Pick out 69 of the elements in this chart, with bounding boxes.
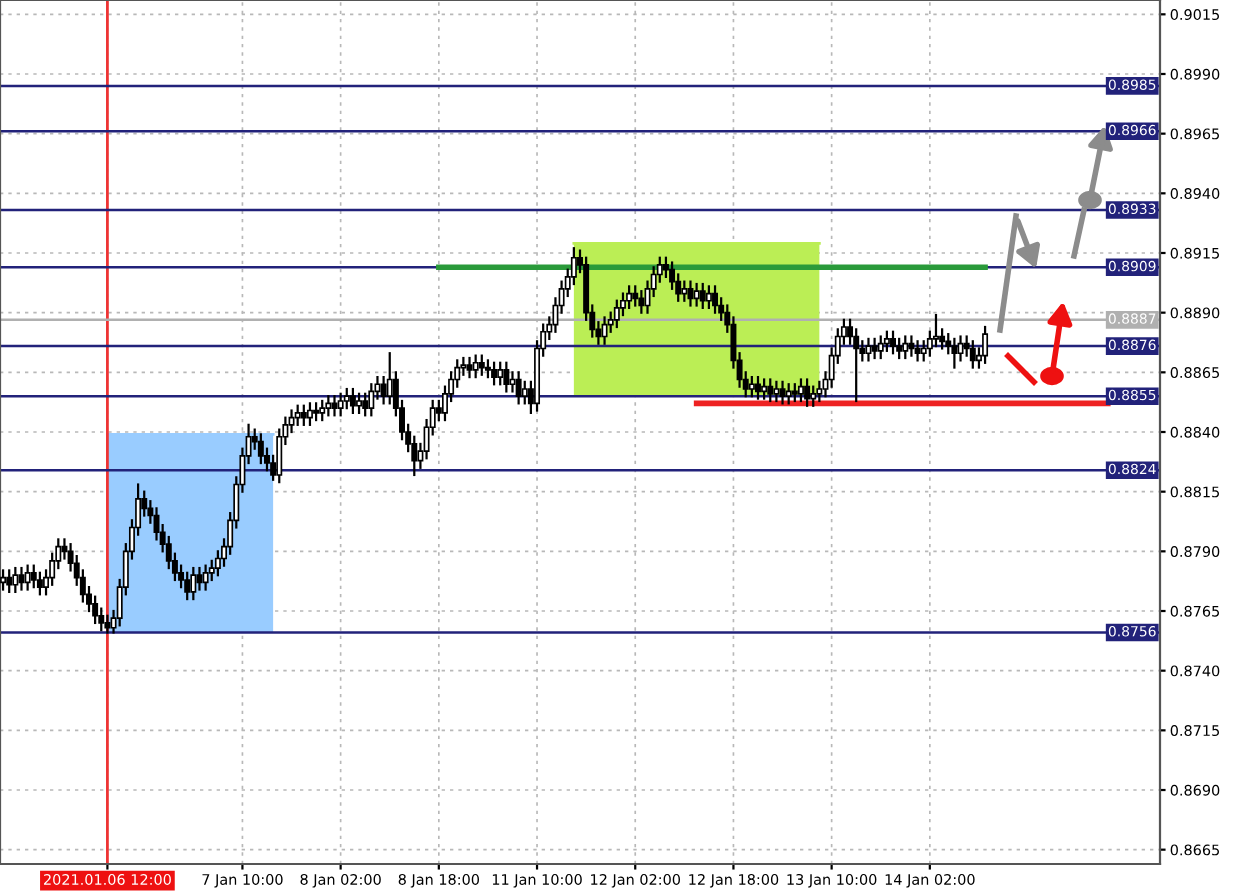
candlestick xyxy=(632,285,639,307)
candlestick xyxy=(877,335,884,360)
candlestick xyxy=(184,571,191,601)
candlestick xyxy=(969,340,976,369)
candlestick xyxy=(202,564,209,591)
candlestick xyxy=(294,404,301,426)
candlestick xyxy=(503,361,510,393)
candlestick xyxy=(343,387,350,410)
candlestick xyxy=(368,383,375,417)
candlestick xyxy=(767,378,774,403)
candlestick xyxy=(362,392,369,417)
candlestick xyxy=(36,571,43,596)
candlestick xyxy=(755,375,761,400)
candlestick xyxy=(196,566,203,591)
candlestick xyxy=(761,378,768,400)
candlestick xyxy=(300,404,307,426)
candlestick xyxy=(386,352,393,405)
candlestick xyxy=(349,387,356,415)
candlestick xyxy=(810,385,817,407)
candlestick xyxy=(890,330,896,355)
candlestick xyxy=(982,325,989,364)
candlestick xyxy=(883,330,890,352)
candlestick xyxy=(785,383,792,405)
candlestick xyxy=(902,335,909,360)
candlestick xyxy=(325,395,332,417)
candlestick xyxy=(681,280,688,302)
candlestick xyxy=(804,378,811,407)
candlestick xyxy=(687,280,694,307)
candlestick xyxy=(24,564,31,591)
candlestick xyxy=(515,371,522,405)
candlestick xyxy=(748,375,755,398)
candlestick xyxy=(257,433,264,465)
candlestick xyxy=(613,299,620,329)
candlestick xyxy=(712,285,719,314)
candlestick xyxy=(521,380,528,405)
candlestick xyxy=(957,335,964,362)
candlestick xyxy=(626,285,633,309)
candlestick xyxy=(773,380,780,403)
candlestick xyxy=(466,356,473,379)
candlestick xyxy=(896,337,903,360)
candlestick xyxy=(491,361,498,386)
candlestick xyxy=(12,566,19,594)
candlestick xyxy=(699,282,706,309)
candlestick xyxy=(104,614,111,634)
candlestick xyxy=(797,378,804,403)
candlestick xyxy=(306,402,313,426)
candlestick xyxy=(871,337,878,360)
candlestick xyxy=(356,392,363,415)
candlestick xyxy=(472,354,479,379)
candlestick xyxy=(497,361,504,386)
candlestick xyxy=(693,282,700,307)
candlestick xyxy=(6,569,13,594)
candlestick xyxy=(190,566,197,601)
candlestick xyxy=(638,290,645,314)
candlestick xyxy=(337,392,344,417)
candlestick xyxy=(435,399,442,422)
candlestick xyxy=(951,337,958,369)
candlestick xyxy=(30,564,37,589)
candlestick xyxy=(914,340,921,362)
candlestick xyxy=(0,569,7,591)
candlestick xyxy=(779,380,786,405)
candlestick xyxy=(319,399,326,422)
candlestick xyxy=(705,285,712,309)
candlestick xyxy=(380,375,387,405)
candlestick xyxy=(908,335,915,357)
candlestick xyxy=(18,566,25,591)
candlestick xyxy=(601,316,608,345)
candlestick xyxy=(865,337,872,362)
candlestick xyxy=(478,354,485,376)
